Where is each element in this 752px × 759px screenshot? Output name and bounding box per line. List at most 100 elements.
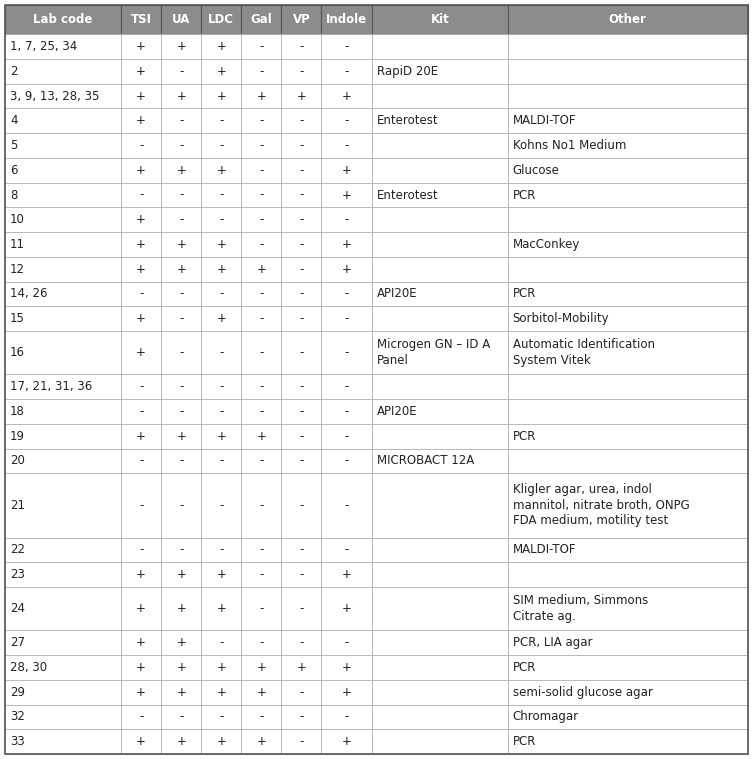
Text: +: + — [341, 661, 352, 674]
Bar — [281, 307, 321, 331]
Bar — [5, 729, 121, 754]
Bar — [202, 449, 241, 474]
Text: +: + — [217, 65, 226, 78]
Bar — [372, 34, 508, 59]
Text: -: - — [139, 405, 144, 418]
Bar — [508, 158, 747, 183]
Text: 14, 26: 14, 26 — [10, 288, 47, 301]
Bar — [508, 729, 747, 754]
Text: +: + — [256, 661, 266, 674]
Text: 4: 4 — [10, 115, 17, 128]
Text: +: + — [217, 164, 226, 177]
Bar — [241, 34, 281, 59]
Bar — [281, 704, 321, 729]
Bar — [508, 5, 747, 34]
Text: 24: 24 — [10, 602, 25, 616]
Text: +: + — [176, 263, 186, 276]
Text: -: - — [139, 188, 144, 201]
Bar — [508, 704, 747, 729]
Text: +: + — [296, 661, 306, 674]
Text: 20: 20 — [10, 455, 25, 468]
Bar — [241, 399, 281, 424]
Text: -: - — [139, 710, 144, 723]
Bar — [161, 474, 202, 537]
Bar — [321, 474, 372, 537]
Bar — [281, 537, 321, 562]
Text: -: - — [259, 115, 263, 128]
Bar — [508, 282, 747, 307]
Bar — [5, 474, 121, 537]
Bar — [161, 109, 202, 133]
Text: -: - — [259, 455, 263, 468]
Text: +: + — [217, 602, 226, 616]
Text: +: + — [176, 164, 186, 177]
Text: -: - — [299, 543, 304, 556]
Text: -: - — [259, 710, 263, 723]
Text: -: - — [299, 65, 304, 78]
Bar — [372, 59, 508, 83]
Bar — [372, 424, 508, 449]
Text: -: - — [344, 499, 349, 512]
Bar — [321, 630, 372, 655]
Text: +: + — [217, 263, 226, 276]
Bar — [161, 449, 202, 474]
Text: +: + — [341, 238, 352, 251]
Bar — [321, 399, 372, 424]
Text: +: + — [176, 636, 186, 649]
Bar — [241, 257, 281, 282]
Text: semi-solid glucose agar: semi-solid glucose agar — [513, 685, 653, 699]
Bar — [372, 655, 508, 680]
Bar — [5, 232, 121, 257]
Text: +: + — [136, 568, 146, 581]
Bar — [372, 257, 508, 282]
Bar — [321, 83, 372, 109]
Text: -: - — [299, 164, 304, 177]
Text: -: - — [179, 380, 183, 393]
Bar — [161, 307, 202, 331]
Bar — [321, 133, 372, 158]
Bar — [508, 537, 747, 562]
Text: +: + — [341, 263, 352, 276]
Bar — [241, 133, 281, 158]
Text: +: + — [176, 238, 186, 251]
Bar — [121, 331, 161, 374]
Text: +: + — [176, 685, 186, 699]
Bar — [121, 183, 161, 207]
Text: -: - — [299, 735, 304, 748]
Bar — [5, 207, 121, 232]
Text: -: - — [259, 188, 263, 201]
Text: +: + — [136, 40, 146, 53]
Text: -: - — [219, 405, 223, 418]
Text: -: - — [259, 602, 263, 616]
Bar — [241, 59, 281, 83]
Bar — [5, 183, 121, 207]
Text: Other: Other — [609, 13, 647, 26]
Bar — [372, 5, 508, 34]
Text: +: + — [341, 90, 352, 102]
Text: -: - — [299, 710, 304, 723]
Text: -: - — [219, 115, 223, 128]
Text: -: - — [259, 568, 263, 581]
Bar — [281, 34, 321, 59]
Bar — [121, 424, 161, 449]
Bar — [241, 562, 281, 587]
Bar — [241, 655, 281, 680]
Text: UA: UA — [172, 13, 190, 26]
Text: -: - — [344, 710, 349, 723]
Bar — [202, 158, 241, 183]
Bar — [5, 655, 121, 680]
Bar — [281, 59, 321, 83]
Bar — [281, 424, 321, 449]
Bar — [372, 158, 508, 183]
Bar — [5, 587, 121, 630]
Bar — [241, 630, 281, 655]
Bar — [281, 399, 321, 424]
Bar — [321, 183, 372, 207]
Bar — [372, 537, 508, 562]
Bar — [281, 133, 321, 158]
Text: -: - — [179, 115, 183, 128]
Text: -: - — [139, 380, 144, 393]
Bar — [241, 232, 281, 257]
Bar — [202, 282, 241, 307]
Bar — [121, 109, 161, 133]
